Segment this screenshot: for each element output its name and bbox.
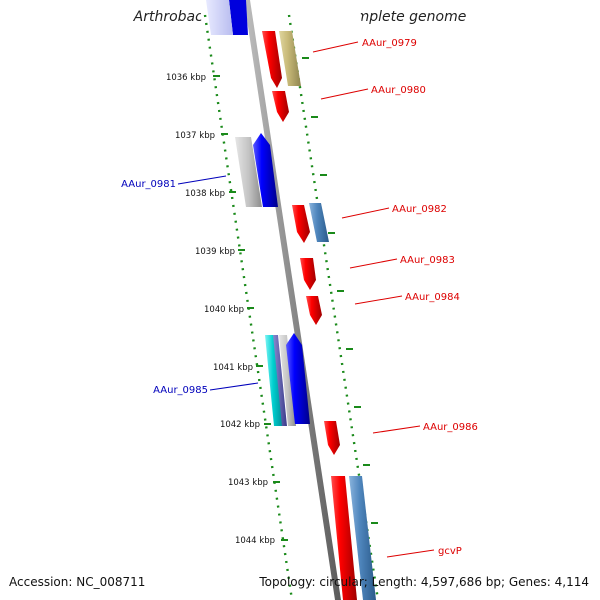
gene-label-aaur-0983[interactable]: AAur_0983 — [400, 255, 455, 266]
kbp-label: 1036 kbp — [166, 73, 206, 83]
gene-label-aaur-0984[interactable]: AAur_0984 — [405, 292, 460, 303]
kbp-label: 1042 kbp — [220, 420, 260, 430]
gene-steelblue-2 — [349, 476, 376, 600]
gene-gcvp — [331, 476, 357, 600]
forward-gene-labels: AAur_0979 AAur_0980 AAur_0982 AAur_0983 … — [312, 38, 478, 558]
kbp-ruler: 1036 kbp 1037 kbp 1038 kbp 1039 kbp 1040… — [166, 57, 378, 546]
genome-summary-text: Topology: circular; Length: 4,597,686 bp… — [259, 575, 589, 589]
gene-label-aaur-0982[interactable]: AAur_0982 — [392, 204, 447, 215]
accession-text: Accession: NC_008711 — [9, 575, 146, 589]
kbp-label: 1041 kbp — [213, 363, 253, 373]
gene-grey — [235, 137, 262, 207]
kbp-label: 1043 kbp — [228, 478, 268, 488]
gene-steelblue — [309, 203, 329, 242]
reverse-gene-labels: AAur_0981 AAur_0985 — [121, 175, 259, 396]
gene-purple — [273, 335, 287, 426]
gene-aaur-0981 — [253, 133, 278, 207]
gene-label-aaur-0981[interactable]: AAur_0981 — [121, 179, 176, 190]
kbp-label: 1044 kbp — [235, 536, 275, 546]
gene-aaur-0983 — [300, 258, 316, 290]
gene-grey-2 — [279, 335, 296, 426]
gene-aaur-0979 — [262, 31, 282, 88]
gene-top-blue — [229, 0, 248, 35]
gene-top-pale — [206, 0, 233, 35]
map-band — [200, 0, 398, 600]
kbp-label: 1040 kbp — [204, 305, 244, 315]
gene-aaur-0985 — [286, 333, 310, 424]
gene-aaur-0986 — [324, 421, 340, 455]
kbp-label: 1038 kbp — [185, 189, 225, 199]
gene-label-aaur-0980[interactable]: AAur_0980 — [371, 85, 426, 96]
gene-aaur-0982 — [292, 205, 310, 243]
gene-label-gcvp[interactable]: gcvP — [438, 546, 462, 557]
kbp-label: 1037 kbp — [175, 131, 215, 141]
gene-label-aaur-0985[interactable]: AAur_0985 — [153, 385, 208, 396]
gene-label-aaur-0986[interactable]: AAur_0986 — [423, 422, 478, 433]
gene-aaur-0984 — [306, 296, 322, 325]
gene-aaur-0980 — [272, 91, 289, 122]
kbp-label: 1039 kbp — [195, 247, 235, 257]
gene-label-aaur-0979[interactable]: AAur_0979 — [362, 38, 417, 49]
gene-khaki — [279, 31, 301, 86]
